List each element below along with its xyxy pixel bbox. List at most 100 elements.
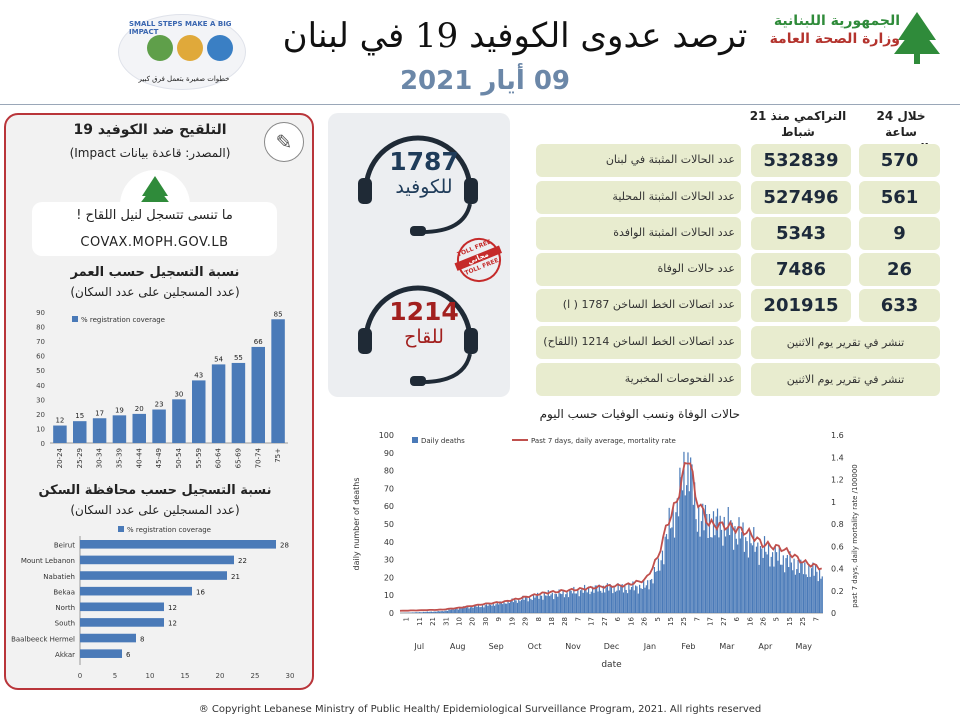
daily-death-bar (727, 507, 729, 613)
daily-death-bar (569, 589, 571, 613)
daily-death-bar (798, 572, 801, 613)
daily-death-bar (598, 584, 600, 613)
daily-death-bar (605, 587, 607, 613)
y-tick-label: 30 (384, 556, 394, 565)
category-label: 50-54 (175, 447, 183, 468)
daily-death-bar (541, 595, 543, 613)
governorate-bar (80, 540, 276, 549)
daily-death-bar (628, 584, 630, 613)
daily-death-bar (507, 600, 509, 613)
hand-hygiene-icon (207, 35, 233, 61)
stat-cumulative: 5343 (751, 217, 851, 250)
bar-value-label: 23 (155, 401, 164, 409)
day-tick-label: 15 (786, 617, 794, 626)
x-tick-label: 15 (181, 672, 190, 680)
category-label: South (55, 620, 75, 628)
age-chart-title: نسبة التسجيل حسب العمر (70, 265, 240, 280)
headset-icon-covid (358, 135, 478, 236)
daily-death-bar (502, 604, 504, 613)
daily-death-bar (436, 611, 438, 613)
daily-death-bar (514, 598, 516, 613)
mask-icon (177, 35, 203, 61)
daily-death-bar (820, 578, 822, 613)
day-tick-label: 1 (403, 617, 411, 621)
daily-death-bar (812, 562, 814, 613)
bar-value-label: 16 (196, 588, 205, 596)
daily-death-bar (635, 585, 637, 613)
category-label: Nabatieh (43, 573, 75, 581)
daily-death-bar (489, 604, 492, 613)
bar-value-label: 30 (174, 390, 183, 398)
daily-death-bar (508, 602, 510, 613)
daily-death-bar (545, 595, 547, 613)
day-tick-label: 10 (455, 617, 463, 626)
daily-death-bar (777, 560, 779, 613)
daily-death-bar (448, 609, 450, 613)
covid-hotline-label: للكوفيد (395, 176, 453, 198)
daily-death-bar (720, 529, 723, 613)
daily-death-bar (767, 543, 770, 613)
month-label: Mar (719, 642, 735, 651)
month-label: Feb (681, 642, 695, 651)
daily-death-bar (590, 591, 592, 613)
daily-death-bar (774, 546, 776, 613)
daily-death-bar (673, 537, 676, 613)
daily-death-bar (671, 527, 673, 613)
day-tick-label: 15 (667, 617, 675, 626)
daily-death-bar (700, 521, 703, 613)
daily-death-bar (496, 602, 498, 613)
daily-death-bar (579, 590, 582, 613)
governorate-chart-subtitle: (عدد المسجلين على عدد السكان) (70, 503, 240, 517)
month-label: Jan (643, 642, 656, 651)
daily-death-bar (543, 593, 545, 613)
daily-death-bar (751, 545, 754, 613)
y-tick-label: 90 (36, 309, 45, 317)
bar-value-label: 12 (168, 620, 177, 628)
x-tick-label: 30 (286, 672, 295, 680)
day-tick-label: 20 (469, 617, 477, 626)
vaccination-title: التلقيح ضد الكوفيد 19 (73, 122, 227, 138)
daily-death-bar (573, 586, 575, 613)
daily-death-bar (682, 490, 684, 613)
day-tick-label: 7 (574, 617, 582, 621)
daily-death-bar (639, 584, 641, 613)
category-label: 45-49 (155, 448, 163, 468)
day-tick-label: 18 (548, 617, 556, 626)
daily-death-bar (504, 603, 506, 613)
daily-death-bar (589, 594, 591, 613)
daily-death-bar (555, 594, 557, 613)
y2-tick-label: 0.8 (831, 520, 844, 529)
daily-death-bar (808, 564, 810, 613)
daily-death-bar (712, 511, 715, 613)
daily-death-bar (612, 593, 614, 613)
registration-link[interactable]: COVAX.MOPH.GOV.LB (80, 235, 229, 250)
y-tick-label: 0 (41, 440, 45, 448)
y2-tick-label: 0.6 (831, 542, 844, 551)
legend-swatch (72, 316, 78, 322)
daily-death-bar (566, 592, 568, 613)
daily-death-bar (672, 506, 674, 613)
y-tick-label: 70 (384, 484, 394, 493)
daily-death-bar (805, 574, 807, 613)
daily-death-bar (616, 590, 618, 613)
daily-death-bar (606, 583, 609, 613)
day-tick-label: 7 (812, 617, 820, 621)
day-tick-label: 9 (495, 617, 503, 621)
daily-death-bar (487, 605, 489, 613)
daily-death-bar (534, 597, 536, 613)
x-tick-label: 0 (78, 672, 82, 680)
daily-death-bar (484, 605, 486, 613)
y-tick-label: 10 (384, 591, 394, 600)
daily-death-bar (648, 589, 650, 613)
daily-death-bar (763, 536, 766, 613)
daily-death-bar (687, 452, 689, 613)
age-bar (152, 409, 166, 443)
daily-death-bar (755, 546, 758, 613)
daily-death-bar (741, 532, 743, 613)
daily-death-bar (759, 545, 762, 613)
daily-death-bar (765, 551, 767, 613)
bar-value-label: 12 (168, 604, 177, 612)
daily-death-bar (459, 607, 461, 613)
daily-death-bar (626, 593, 629, 613)
